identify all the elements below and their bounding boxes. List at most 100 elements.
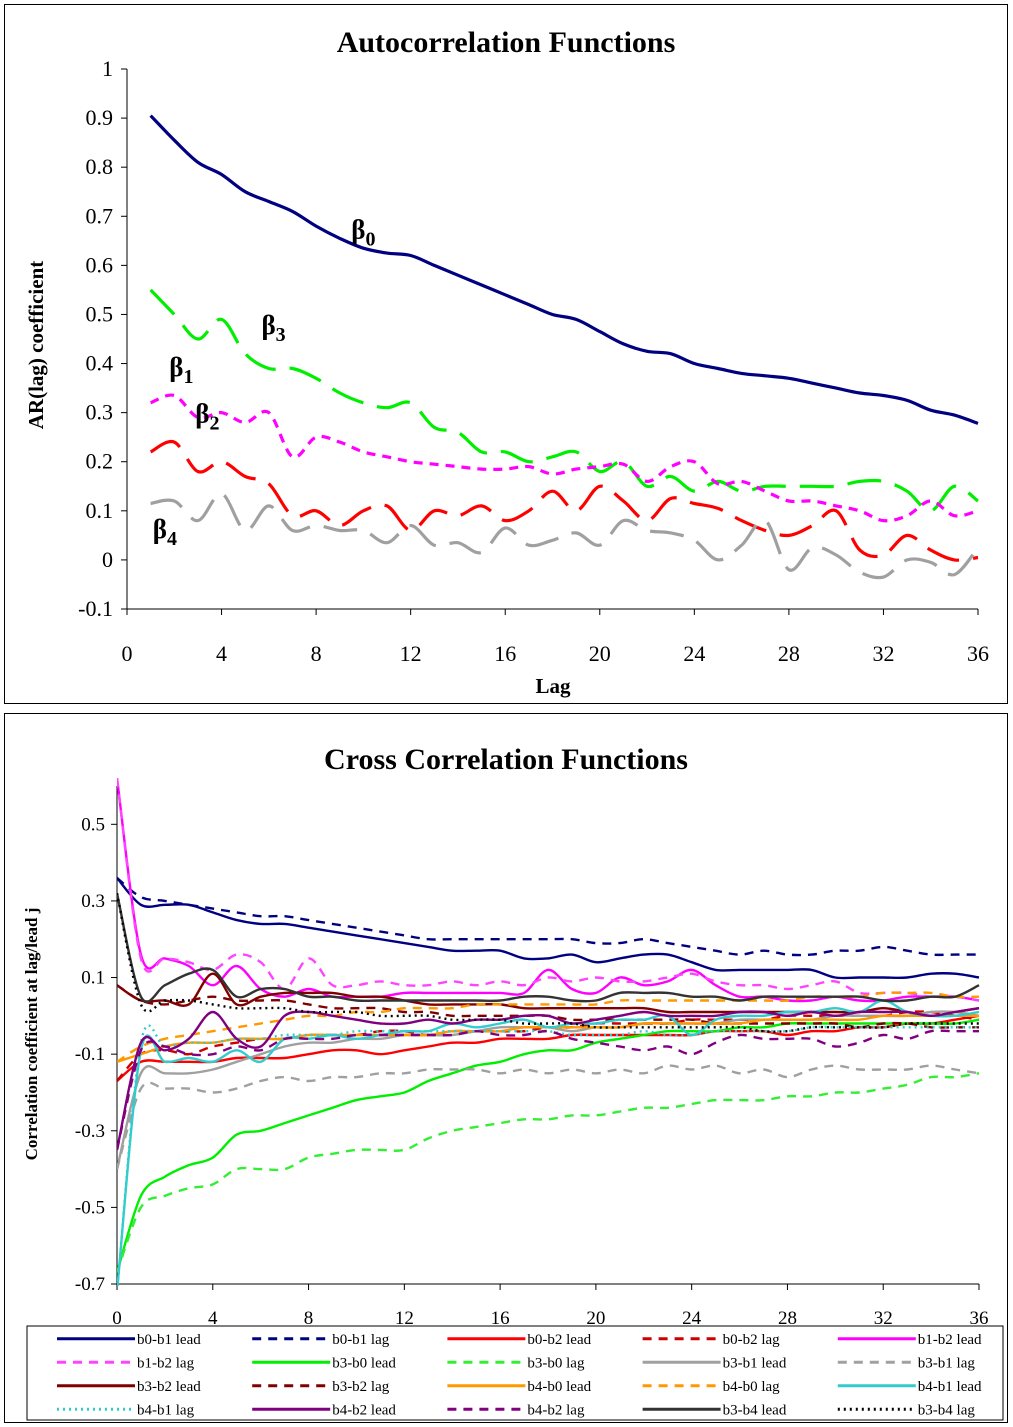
- series-line-7: [117, 1072, 980, 1273]
- legend-box: [26, 1325, 1004, 1421]
- legend-label-6: b3-b0 lead: [332, 1355, 396, 1371]
- legend-label-15: b4-b1 lag: [137, 1402, 195, 1418]
- cross-correlation-chart: Cross Correlation Functions -0.7 -0.5 -0.3 -…: [22, 743, 1004, 1421]
- x-tick-label: 28: [778, 641, 800, 666]
- legend-label-19: b3-b4 lag: [918, 1402, 976, 1418]
- series-label-2: β1: [169, 352, 193, 388]
- x-tick-label: 32: [872, 641, 894, 666]
- legend-label-0: b0-b1 lead: [137, 1332, 201, 1348]
- series-label-subscript: 3: [276, 324, 286, 346]
- series-line-1: [117, 876, 979, 957]
- x-tick-label: 0: [112, 1308, 122, 1329]
- legend-label-16: b4-b2 lead: [332, 1402, 396, 1418]
- y-tick-label: 0.5: [86, 301, 114, 326]
- series-label-4: β4: [153, 514, 177, 550]
- x-tick-label: 16: [491, 1308, 510, 1329]
- legend-label-5: b1-b2 lag: [137, 1355, 195, 1371]
- y-tick-label: 0.7: [86, 203, 114, 228]
- series-label-subscript: 1: [183, 366, 193, 388]
- x-tick-label: 24: [682, 1308, 702, 1329]
- legend-label-1: b0-b1 lag: [332, 1332, 390, 1348]
- y-tick-label: 0.4: [86, 351, 114, 376]
- legend-label-18: b3-b4 lead: [723, 1402, 787, 1418]
- x-tick-label: 32: [874, 1308, 893, 1329]
- series-label-1: β3: [261, 310, 285, 346]
- autocorrelation-chart: Autocorrelation Functions -0.1 0 0.1 0.2 0.3 0…: [24, 26, 989, 698]
- series-label-symbol: β: [169, 352, 183, 382]
- series-line-16: [117, 1007, 980, 1151]
- y-tick-label: 0.5: [81, 814, 105, 835]
- x-tick-label: 0: [122, 641, 133, 666]
- y-tick-label: 1: [102, 56, 113, 81]
- x-axis-title: Lag: [535, 674, 571, 698]
- y-tick-label: 0.1: [86, 498, 114, 523]
- series-line-5: [117, 778, 980, 1002]
- x-tick-label: 4: [216, 641, 227, 666]
- series-line-2: [117, 1014, 980, 1082]
- legend-label-13: b4-b0 lag: [723, 1379, 781, 1395]
- series-line-3-1: [149, 288, 979, 513]
- legend-label-11: b3-b2 lag: [332, 1379, 390, 1395]
- series-line-2-3: [149, 439, 979, 562]
- series-line-9: [117, 1064, 980, 1170]
- y-axis-title: Correlation coefficient at lag/lead j: [22, 908, 41, 1161]
- legend-label-10: b3-b2 lead: [137, 1379, 201, 1395]
- legend-label-3: b0-b2 lag: [723, 1332, 781, 1348]
- series-label-subscript: 2: [209, 412, 219, 434]
- series-line-11: [117, 984, 979, 1029]
- series-line-4: [117, 778, 980, 1003]
- series-line-18: [117, 893, 980, 1004]
- x-tick-label: 24: [683, 641, 705, 666]
- legend-label-17: b4-b2 lag: [527, 1402, 585, 1418]
- x-tick-label: 20: [586, 1308, 605, 1329]
- y-tick-label: 0.8: [86, 154, 114, 179]
- series-label-0: β0: [351, 214, 375, 250]
- legend-label-14: b4-b1 lead: [918, 1379, 982, 1395]
- y-tick-label: 0: [102, 547, 113, 572]
- series-line-0: [117, 877, 980, 980]
- y-tick-label: -0.1: [78, 596, 113, 621]
- series-line-10: [117, 972, 980, 1017]
- series-label-3: β2: [195, 398, 219, 434]
- legend-label-8: b3-b1 lead: [723, 1355, 787, 1371]
- y-tick-label: 0.2: [86, 449, 114, 474]
- x-tick-label: 36: [967, 641, 989, 666]
- legend-label-4: b1-b2 lead: [918, 1332, 982, 1348]
- series-line-15: [117, 1024, 979, 1286]
- x-tick-label: 36: [970, 1308, 989, 1329]
- series-label-symbol: β: [153, 514, 167, 544]
- y-tick-label: 0.3: [86, 400, 114, 425]
- series-label-symbol: β: [351, 214, 365, 244]
- x-tick-label: 28: [778, 1308, 797, 1329]
- y-tick-label: -0.1: [75, 1044, 105, 1065]
- series-line-19: [117, 893, 979, 1033]
- series-label-subscript: 0: [366, 228, 376, 250]
- x-tick-label: 8: [304, 1308, 314, 1329]
- series-line-0-0: [149, 114, 979, 425]
- chart-title: Autocorrelation Functions: [337, 26, 676, 59]
- y-axis-title: AR(lag) coefficient: [24, 261, 48, 430]
- x-tick-label: 8: [311, 641, 322, 666]
- y-tick-label: -0.5: [75, 1197, 105, 1218]
- legend-label-9: b3-b1 lag: [918, 1355, 976, 1371]
- autocorrelation-chart-panel: Autocorrelation Functions -0.1 0 0.1 0.2 0.3 0…: [4, 4, 1008, 704]
- series-label-symbol: β: [195, 398, 209, 428]
- series-label-subscript: 4: [167, 528, 177, 550]
- series-line-8: [117, 1010, 980, 1170]
- y-tick-label: 0.6: [86, 252, 114, 277]
- legend-label-7: b3-b0 lag: [527, 1355, 585, 1371]
- x-tick-label: 16: [494, 641, 516, 666]
- y-tick-label: -0.7: [75, 1274, 105, 1295]
- y-tick-label: 0.9: [86, 105, 114, 130]
- x-tick-label: 4: [208, 1308, 218, 1329]
- x-tick-label: 12: [395, 1308, 414, 1329]
- cross-correlation-chart-panel: Cross Correlation Functions -0.7 -0.5 -0.3 -…: [4, 713, 1008, 1423]
- series-line-1-2: [150, 393, 979, 523]
- x-tick-label: 20: [589, 641, 611, 666]
- y-tick-label: 0.3: [81, 891, 105, 912]
- legend-label-12: b4-b0 lead: [527, 1379, 591, 1395]
- series-line-4-4: [150, 492, 980, 580]
- chart-title: Cross Correlation Functions: [324, 743, 688, 776]
- x-tick-label: 12: [400, 641, 422, 666]
- series-label-symbol: β: [261, 310, 275, 340]
